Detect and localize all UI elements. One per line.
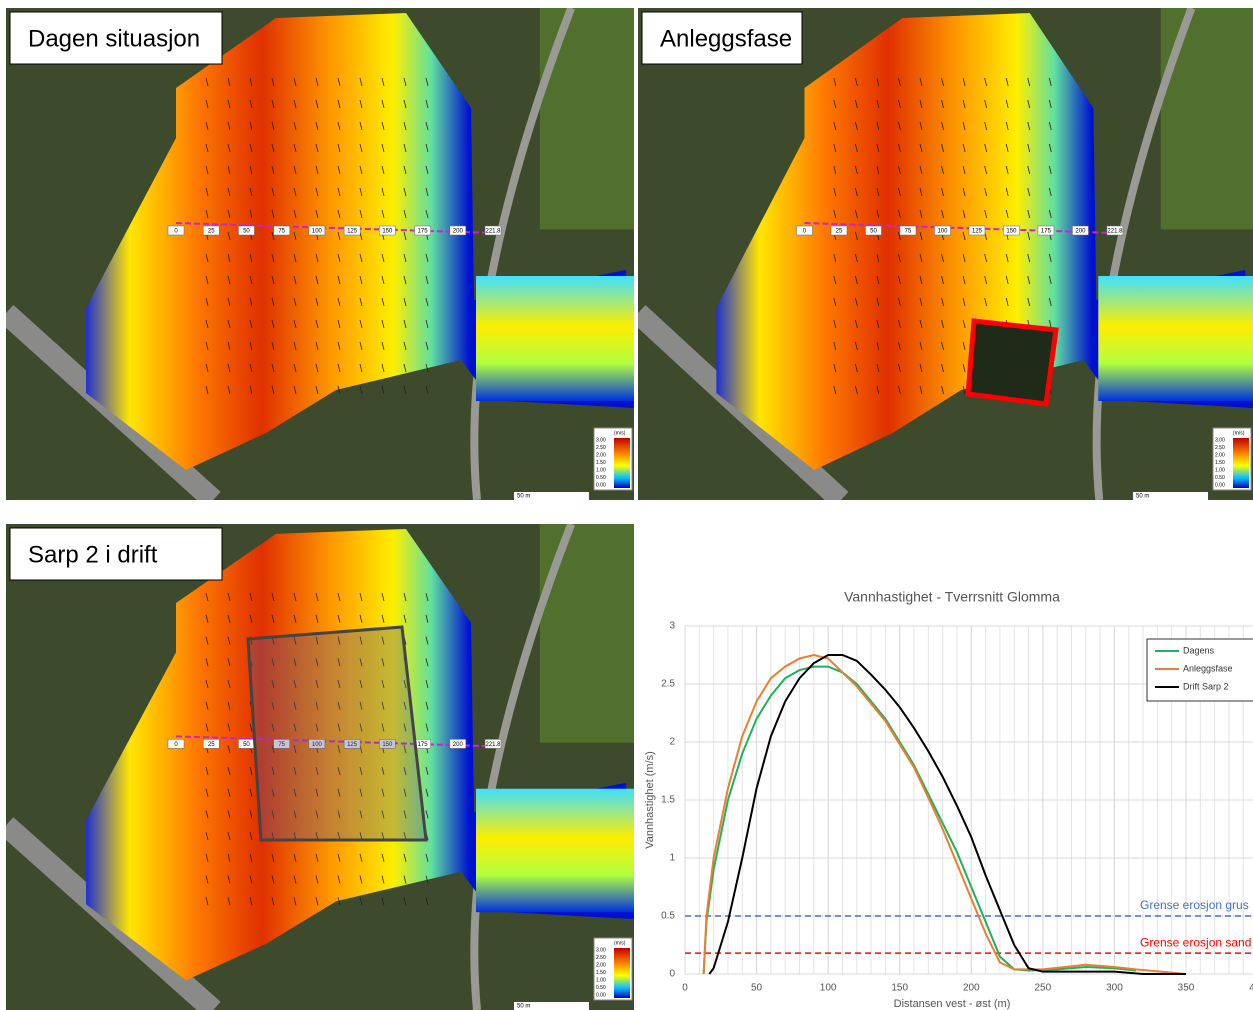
section-tick-label: 200	[453, 742, 464, 748]
section-tick-label: 125	[972, 229, 983, 235]
section-tick-label: 100	[312, 229, 323, 235]
map-legend-label: 1.00	[1215, 467, 1225, 473]
x-tick-label: 150	[891, 983, 908, 994]
figure: 0255075100125150175200221.8(m/s)3.002.50…	[0, 0, 1253, 1010]
x-axis-label: Distansen vest - øst (m)	[894, 998, 1011, 1010]
y-tick-label: 2.5	[661, 679, 675, 690]
map-legend-label: 2.50	[596, 445, 606, 451]
x-tick-label: 100	[820, 983, 837, 994]
map-legend-label: 0.50	[596, 475, 606, 481]
map-legend-label: 1.00	[596, 977, 606, 983]
panel-label: Anleggsfase	[660, 25, 792, 52]
section-tick-label: 175	[418, 229, 429, 235]
chart-title: Vannhastighet - Tverrsnitt Glomma	[844, 589, 1060, 605]
scale-bar-label: 50 m	[1136, 494, 1149, 500]
x-tick-label: 350	[1178, 983, 1195, 994]
series-line	[704, 655, 1186, 974]
map-legend-label: 3.00	[1215, 437, 1225, 443]
y-axis-label: Vannhastighet (m/s)	[644, 751, 656, 849]
map-legend-label: 3.00	[596, 437, 606, 443]
map-legend-label: 2.50	[1215, 445, 1225, 451]
map-legend-label: 1.50	[596, 970, 606, 976]
section-tick-label: 175	[418, 742, 429, 748]
y-tick-label: 0.5	[661, 911, 675, 922]
legend-label: Dagens	[1183, 645, 1215, 655]
map-legend-label: 2.00	[1215, 452, 1225, 458]
map-legend-label: 3.00	[596, 947, 606, 953]
section-tick-label: 125	[347, 229, 358, 235]
section-tick-label: 200	[1075, 229, 1086, 235]
section-tick-label: 50	[243, 229, 250, 235]
x-tick-label: 0	[682, 983, 688, 994]
map-legend-gradient	[1233, 438, 1249, 488]
field	[540, 8, 634, 229]
section-tick-label: 25	[836, 229, 843, 235]
map-legend-label: 1.50	[1215, 460, 1225, 466]
x-tick-label: 50	[751, 983, 763, 994]
section-tick-label: 200	[453, 229, 464, 235]
outflow-channel	[476, 276, 636, 401]
new-structure	[248, 627, 426, 840]
map-legend-gradient	[614, 948, 630, 998]
section-tick-label: 75	[278, 229, 285, 235]
legend-label: Drift Sarp 2	[1183, 681, 1229, 691]
legend-label: Anleggsfase	[1183, 663, 1233, 673]
scale-bar-label: 50 m	[517, 494, 530, 500]
map-panel: 0255075100125150175200221.8(m/s)3.002.50…	[6, 524, 636, 1010]
section-tick-label: 50	[243, 742, 250, 748]
section-tick-label: 75	[905, 229, 912, 235]
panel-label: Sarp 2 i drift	[28, 541, 158, 568]
map-legend-label: 0.50	[1215, 475, 1225, 481]
map-legend-label: 2.00	[596, 452, 606, 458]
y-tick-label: 1	[669, 853, 675, 864]
section-tick-label: 150	[1006, 229, 1017, 235]
map-legend-unit: (m/s)	[1233, 430, 1245, 436]
map-panel: 0255075100125150175200221.8(m/s)3.002.50…	[6, 8, 636, 500]
section-tick-label: 25	[208, 229, 215, 235]
section-tick-label: 50	[870, 229, 877, 235]
field	[540, 524, 634, 743]
map-legend-label: 1.00	[596, 467, 606, 473]
section-tick-label: 221.8	[485, 742, 501, 748]
map-legend-gradient	[614, 438, 630, 488]
x-tick-label: 200	[963, 983, 980, 994]
reference-label: Grense erosjon sand	[1140, 935, 1251, 949]
y-tick-label: 0	[669, 969, 675, 980]
section-tick-label: 221.8	[485, 229, 501, 235]
map-legend-label: 1.50	[596, 460, 606, 466]
y-tick-label: 2	[669, 737, 675, 748]
y-tick-label: 1.5	[661, 795, 675, 806]
map-legend-label: 0.00	[596, 992, 606, 998]
chart: Vannhastighet - Tverrsnitt Glomma 0 0.5 1 1.…	[644, 589, 1253, 1010]
map-legend-label: 2.50	[596, 955, 606, 961]
x-tick-label: 250	[1035, 983, 1052, 994]
field	[1161, 8, 1253, 229]
page: {"panels": [{"label": "Dagen situasjon"}…	[0, 0, 1253, 1010]
construction-area	[968, 321, 1056, 404]
map-legend-label: 2.00	[596, 962, 606, 968]
panel-label: Dagen situasjon	[28, 25, 200, 52]
scale-bar-label: 50 m	[517, 1004, 530, 1010]
y-tick-label: 3	[669, 621, 675, 632]
section-tick-label: 25	[208, 742, 215, 748]
reference-label: Grense erosjon grus	[1140, 898, 1249, 912]
section-tick-label: 221.8	[1107, 229, 1123, 235]
x-tick-label: 300	[1106, 983, 1123, 994]
map-panel: 0255075100125150175200221.8(m/s)3.002.50…	[638, 8, 1253, 500]
x-tick-label: 400	[1249, 983, 1253, 994]
map-legend-unit: (m/s)	[614, 940, 626, 946]
section-tick-label: 150	[382, 229, 393, 235]
map-legend-label: 0.00	[1215, 482, 1225, 488]
map-legend-unit: (m/s)	[614, 430, 626, 436]
outflow-channel	[476, 789, 636, 912]
section-tick-label: 100	[937, 229, 948, 235]
map-legend-label: 0.50	[596, 985, 606, 991]
map-legend-label: 0.00	[596, 482, 606, 488]
section-tick-label: 175	[1041, 229, 1052, 235]
outflow-channel	[1098, 276, 1253, 401]
